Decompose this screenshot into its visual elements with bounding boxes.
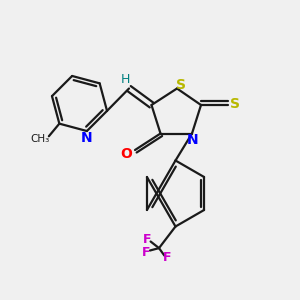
Text: S: S	[230, 97, 240, 110]
Text: F: F	[163, 251, 172, 264]
Text: S: S	[176, 78, 186, 92]
Text: F: F	[143, 233, 152, 246]
Text: N: N	[187, 133, 198, 146]
Text: H: H	[121, 73, 130, 86]
Text: F: F	[142, 246, 151, 259]
Text: CH₃: CH₃	[31, 134, 50, 144]
Text: N: N	[81, 130, 93, 145]
Text: O: O	[121, 147, 133, 160]
